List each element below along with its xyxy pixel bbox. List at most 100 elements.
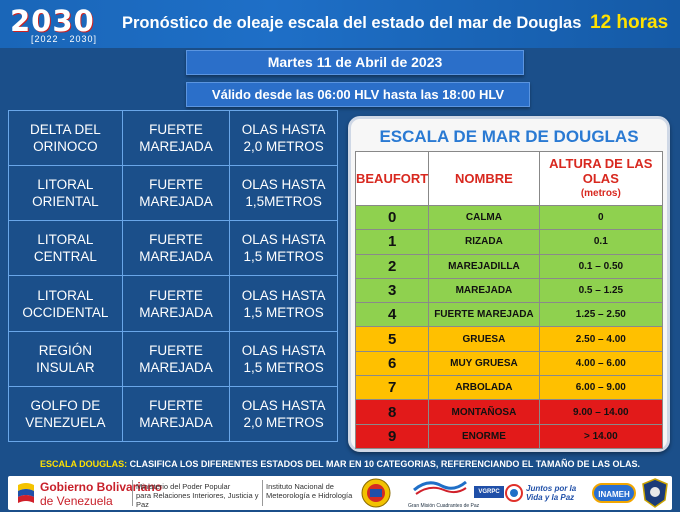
douglas-header-row: BEAUFORT NOMBRE ALTURA DE LAS OLAS (metr… [354,151,664,206]
forecast-sea-state-line: MAREJADA [139,304,213,320]
douglas-scale-card: ESCALA DE MAR DE DOUGLAS BEAUFORT NOMBRE… [348,116,670,452]
forecast-sea-state-line: MAREJADA [139,194,213,210]
forecast-row: LITORAL OCCIDENTAL FUERTE MAREJADA OLAS HAST… [8,275,338,332]
forecast-wave-height: OLAS HASTA 1,5 METROS [229,330,338,387]
forecast-sea-state-line: MAREJADA [139,249,213,265]
national-seal-icon [361,478,391,508]
douglas-sea-name: MONTAÑOSA [428,399,540,425]
name-header: NOMBRE [428,151,540,206]
height-header: ALTURA DE LAS OLAS (metros) [538,151,664,206]
forecast-zone-line: ORINOCO [33,139,98,155]
forecast-zone-line: INSULAR [36,359,95,375]
police-shield-icon [642,478,668,508]
forecast-sea-state-line: FUERTE [149,287,203,303]
douglas-sea-name: GRUESA [428,326,540,352]
forecast-sea-state: FUERTE MAREJADA [121,330,231,387]
douglas-row: 3 MAREJADA 0.5 – 1.25 [354,277,664,304]
forecast-zone-line: REGIÓN [38,342,92,358]
douglas-row: 6 MUY GRUESA 4.00 – 6.00 [354,350,664,377]
gv-line1-a: Gobierno [40,480,97,494]
vgrpc-label: VGRPC [474,486,504,498]
height-header-label: ALTURA DE LAS OLAS [549,156,653,186]
douglas-wave-height: 0 [538,204,664,231]
gobierno-bolivariano-logo: Gobierno Bolivariano de Venezuela [16,476,162,510]
forecast-sea-state: FUERTE MAREJADA [121,220,231,277]
header-banner: 2030 [2022 - 2030] Pronóstico de oleaje … [0,0,680,48]
douglas-row: 1 RIZADA 0.1 [354,229,664,255]
juntos-mark-icon [505,484,523,502]
forecast-zone-line: LITORAL [37,287,94,303]
douglas-sea-name: ARBOLADA [428,375,540,401]
douglas-row: 2 MAREJADILLA 0.1 – 0.50 [354,253,664,279]
douglas-beaufort-number: 2 [354,253,430,279]
forecast-sea-state: FUERTE MAREJADA [121,109,231,167]
forecast-zone-line: LITORAL [37,177,94,193]
forecast-sea-state: FUERTE MAREJADA [121,385,231,443]
douglas-beaufort-number: 0 [354,204,430,231]
2030-plan-logo: 2030 [2022 - 2030] [10,4,112,46]
douglas-sea-name: MAREJADA [428,277,540,304]
forecast-wave-height-line: OLAS HASTA [241,397,326,413]
ministry-line-2: para Relaciones Interiores, Justicia y P… [136,491,259,509]
forecast-zone-line: CENTRAL [33,249,97,265]
douglas-beaufort-number: 3 [354,277,430,304]
forecast-hours: 12 horas [590,12,669,33]
forecast-wave-height: OLAS HASTA 2,0 METROS [229,109,338,167]
forecast-sea-state-line: FUERTE [149,342,203,358]
douglas-beaufort-number: 5 [354,326,430,352]
forecast-sea-state-line: FUERTE [149,397,203,413]
forecast-wave-height-line: 1,5 METROS [243,359,324,375]
cuadrantes-de-paz-logo: Gran Misión Cuadrantes de Paz [408,476,480,510]
douglas-wave-height: > 14.00 [538,423,664,450]
forecast-zone: REGIÓN INSULAR [8,330,123,387]
forecast-sea-state-line: MAREJADA [139,359,213,375]
douglas-beaufort-number: 9 [354,423,430,450]
douglas-sea-name: MUY GRUESA [428,350,540,377]
douglas-sea-name: MAREJADILLA [428,253,540,279]
forecast-wave-height-line: 2,0 METROS [243,139,324,155]
forecast-wave-height-line: 1,5METROS [245,194,322,210]
douglas-scale-title: ESCALA DE MAR DE DOUGLAS [379,127,639,146]
forecast-wave-height-line: OLAS HASTA [241,342,326,358]
douglas-sea-name: ENORME [428,423,540,450]
cuadrantes-label: Gran Misión Cuadrantes de Paz [408,503,480,509]
gv-line2: de Venezuela [40,494,113,508]
beaufort-header: BEAUFORT [354,151,430,206]
douglas-wave-height: 9.00 – 14.00 [538,399,664,425]
page-title: Pronóstico de oleaje escala del estado d… [122,14,582,32]
forecast-wave-height: OLAS HASTA 1,5 METROS [229,220,338,277]
forecast-zone: LITORAL ORIENTAL [8,165,123,222]
institute-line-2: Meteorología e Hidrología [266,491,353,500]
gv-line1-b: Bolivariano [96,480,163,494]
forecast-row: GOLFO DE VENEZUELA FUERTE MAREJADA OLAS HAST… [8,385,338,443]
footer-logo-strip: Gobierno Bolivariano de Venezuela Minist… [8,476,672,510]
forecast-zone-line: LITORAL [37,232,94,248]
forecast-sea-state-line: FUERTE [149,122,203,138]
douglas-sea-name: RIZADA [428,229,540,255]
douglas-wave-height: 1.25 – 2.50 [538,302,664,328]
douglas-wave-height: 4.00 – 6.00 [538,350,664,377]
vgrpc-logo: VGRPC [474,476,504,510]
douglas-beaufort-number: 1 [354,229,430,255]
validity-bar: Válido desde las 06:00 HLV hasta las 18:… [186,82,530,107]
douglas-row: 7 ARBOLADA 6.00 – 9.00 [354,375,664,401]
divider [132,480,133,506]
logo-years: [2022 - 2030] [30,34,98,44]
forecast-sea-state: FUERTE MAREJADA [121,275,231,332]
forecast-zone-line: DELTA DEL [29,122,101,138]
forecast-sea-state-line: MAREJADA [139,139,213,155]
forecast-zone: GOLFO DE VENEZUELA [8,385,123,443]
ministry-label: Ministerio del Poder Popular para Relaci… [136,476,260,510]
forecast-zone-line: OCCIDENTAL [22,304,109,320]
douglas-beaufort-number: 4 [354,302,430,328]
forecast-zone: LITORAL OCCIDENTAL [8,275,123,332]
forecast-wave-height-line: OLAS HASTA [241,232,326,248]
douglas-row: 0 CALMA 0 [354,204,664,231]
forecast-sea-state: FUERTE MAREJADA [121,165,231,222]
juntos-por-la-vida-logo: Juntos por la Vida y la Paz [504,476,590,510]
douglas-row: 9 ENORME > 14.00 [354,423,664,450]
forecast-wave-height-line: 1,5 METROS [243,304,324,320]
douglas-row: 4 FUERTE MAREJADA 1.25 – 2.50 [354,302,664,328]
footer-note-text: CLASIFICA LOS DIFERENTES ESTADOS DEL MAR… [129,459,641,469]
douglas-wave-height: 6.00 – 9.00 [538,375,664,401]
